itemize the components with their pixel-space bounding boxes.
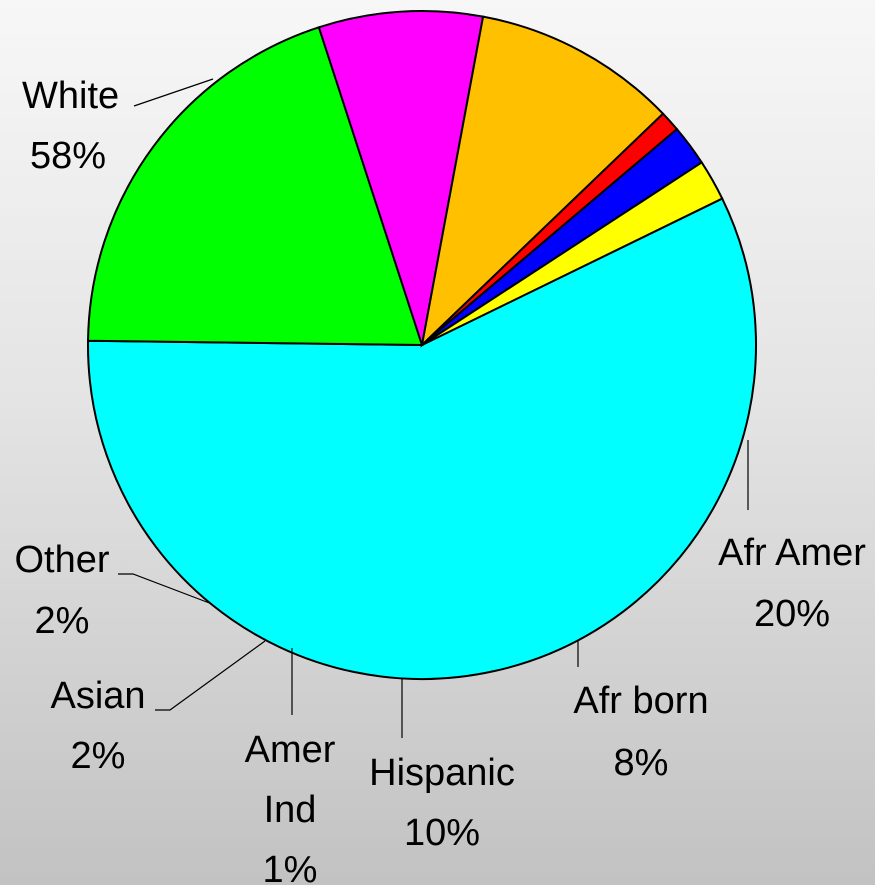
slice-label-hispanic: Hispanic [369,752,515,794]
leader-line-asian [155,640,266,711]
pie-slice-afr-amer [87,26,424,347]
pie-slice-white [87,197,758,680]
slice-labels: White 58% Afr Amer 20% Afr born 8% Hispanic 10%… [14,75,866,885]
slice-value-hispanic: 10% [404,812,480,854]
label-leader-lines [118,78,749,738]
slice-label-amer-ind: Amer [245,729,336,771]
pie-slice-afr-born [317,10,485,346]
pie-slices [87,10,758,680]
slice-label-amer-ind: Ind [264,789,317,831]
slice-label-asian: Asian [50,675,145,717]
slice-label-other: Other [14,539,109,581]
pie-slice-other [421,161,724,346]
leader-line-white [133,78,214,107]
slice-value-afr-amer: 20% [754,593,830,635]
slice-value-white: 58% [30,135,106,177]
slice-label-afr-born: Afr born [573,680,708,722]
pie-slice-hispanic [420,15,665,348]
slice-label-afr-amer: Afr Amer [718,532,866,574]
slice-value-afr-born: 8% [614,742,669,784]
slice-value-amer-ind: 1% [263,849,318,885]
slice-value-other: 2% [35,600,90,642]
slice-value-asian: 2% [71,735,126,777]
leader-line-other [118,573,213,605]
slice-label-white: White [22,75,119,117]
